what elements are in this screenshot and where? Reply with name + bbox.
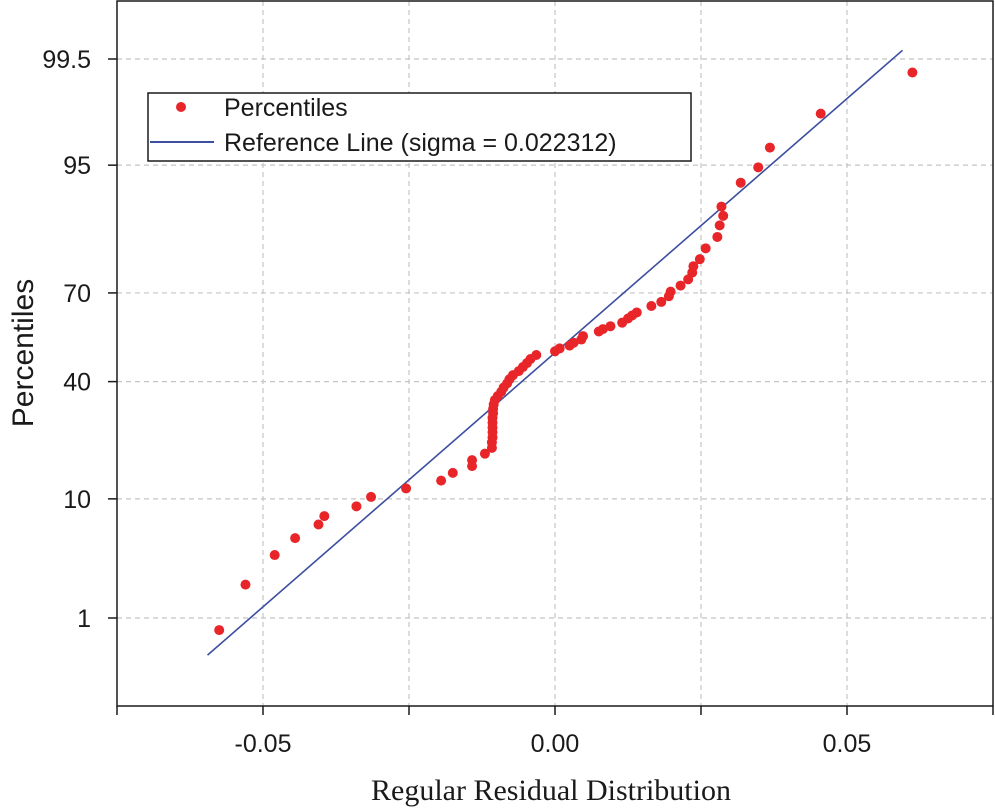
percentile-point [269,550,280,561]
percentile-point [907,67,918,78]
legend-percentiles-label: Percentiles [224,94,348,122]
percentile-point [578,331,589,342]
legend: Percentiles Reference Line (sigma = 0.02… [147,92,692,162]
percentile-point [753,162,764,173]
percentile-point [605,321,616,332]
y-axis-title: Percentiles [7,279,40,427]
percentile-point [214,625,225,636]
x-axis-title: Regular Residual Distribution [371,774,731,807]
percentile-point [735,177,746,188]
percentile-point [714,220,725,231]
y-tick-label: 99.5 [42,46,91,74]
percentile-point [712,231,723,242]
percentile-point [718,210,729,221]
y-tick-label: 70 [63,280,91,308]
percentile-point [597,324,608,335]
percentile-point [646,301,657,312]
x-tick-label: -0.05 [235,730,292,758]
percentile-point [675,280,686,291]
percentile-point [401,483,412,494]
x-tick-label: 0.05 [823,730,872,758]
percentile-point [656,296,667,307]
percentile-point [319,511,330,522]
percentile-point [568,337,579,348]
percentile-point [764,142,775,153]
y-tick-label: 1 [77,605,91,633]
percentile-point [554,343,565,354]
y-axis-ticks: 1 10 40 70 95 99.5 [42,46,117,633]
legend-box [147,92,692,162]
percentile-point [700,243,711,254]
legend-reference-line-label: Reference Line (sigma = 0.022312) [224,129,617,157]
y-tick-label: 10 [63,486,91,514]
x-axis-ticks: -0.05 0.00 0.05 [116,706,994,758]
percentile-point [436,475,447,486]
percentile-point [290,533,301,544]
percentile-point [688,261,699,272]
percentile-point [366,491,377,502]
percentile-point [313,519,324,530]
percentile-point [479,448,490,459]
percentile-point [694,254,705,265]
percentile-point [531,350,542,361]
data-series [206,49,918,656]
percentile-point [716,201,727,212]
y-tick-label: 95 [63,152,91,180]
percentile-point [447,467,458,478]
percentile-point [351,501,362,512]
percentile-point [815,108,826,119]
x-tick-label: 0.00 [531,730,580,758]
percentile-point [240,579,251,590]
percentile-point [665,286,676,297]
percentile-point [467,455,478,466]
y-tick-label: 40 [63,369,91,397]
legend-percentiles-marker [176,102,186,112]
percentile-point [631,307,642,318]
